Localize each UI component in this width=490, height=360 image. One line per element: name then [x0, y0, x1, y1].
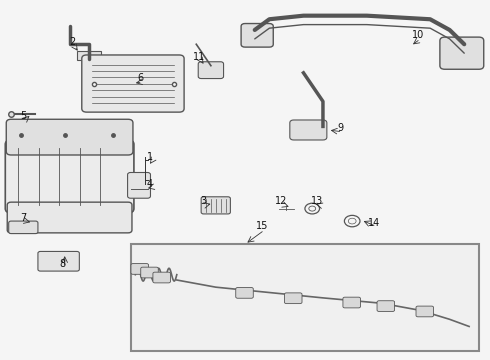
Text: 11: 11 — [193, 52, 205, 62]
Bar — [130, 244, 479, 351]
Text: 12: 12 — [275, 197, 288, 206]
FancyBboxPatch shape — [343, 297, 361, 308]
Bar — [77, 51, 101, 60]
Text: 7: 7 — [20, 212, 26, 222]
Text: 1: 1 — [147, 152, 153, 162]
Text: 9: 9 — [337, 123, 343, 133]
FancyBboxPatch shape — [198, 62, 223, 78]
FancyBboxPatch shape — [236, 288, 253, 298]
FancyBboxPatch shape — [416, 306, 434, 317]
Text: 10: 10 — [412, 30, 424, 40]
FancyBboxPatch shape — [7, 202, 132, 233]
FancyBboxPatch shape — [131, 264, 148, 274]
FancyBboxPatch shape — [285, 293, 302, 303]
FancyBboxPatch shape — [127, 172, 150, 198]
FancyBboxPatch shape — [241, 23, 273, 47]
FancyBboxPatch shape — [141, 267, 158, 278]
FancyBboxPatch shape — [5, 140, 134, 213]
Text: 3: 3 — [200, 197, 207, 206]
Text: 8: 8 — [59, 259, 65, 269]
Text: 13: 13 — [311, 197, 323, 206]
FancyBboxPatch shape — [377, 301, 394, 311]
FancyBboxPatch shape — [38, 251, 79, 271]
FancyBboxPatch shape — [6, 119, 133, 155]
FancyBboxPatch shape — [201, 197, 230, 214]
Text: 2: 2 — [69, 37, 75, 48]
Text: 15: 15 — [256, 221, 268, 231]
FancyBboxPatch shape — [9, 221, 38, 234]
FancyBboxPatch shape — [82, 55, 184, 112]
FancyBboxPatch shape — [153, 272, 171, 283]
FancyBboxPatch shape — [290, 120, 327, 140]
Text: 6: 6 — [137, 73, 143, 83]
Text: 4: 4 — [147, 179, 153, 189]
FancyBboxPatch shape — [440, 37, 484, 69]
Text: 5: 5 — [20, 111, 26, 121]
Text: 14: 14 — [368, 218, 380, 228]
